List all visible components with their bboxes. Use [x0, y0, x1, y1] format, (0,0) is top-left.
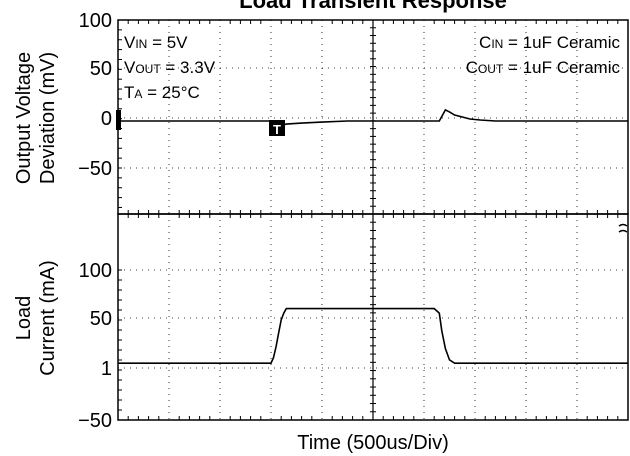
x-axis-label: Time (500us/Div) — [297, 432, 449, 454]
condition-label-0: VIN = 5V — [124, 33, 188, 52]
trigger-marker: T — [269, 120, 285, 137]
ground-marker — [116, 110, 121, 130]
lower-ylabel-line-2: Current (mA) — [37, 260, 59, 376]
capacitor-label-0: CIN = 1uF Ceramic — [479, 33, 620, 52]
lower-ytick-label: 50 — [90, 308, 112, 330]
lower-ylabel-line-1: Load — [13, 296, 35, 341]
lower-ytick-label: 1 — [101, 358, 112, 380]
upper-ytick-label: −50 — [78, 158, 112, 180]
upper-ylabel-line-2: Deviation (mV) — [37, 52, 59, 184]
condition-label-2: TA = 25°C — [124, 83, 200, 102]
lower-panel: 100 50 1 −50 — [78, 213, 629, 432]
condition-label-1: VOUT = 3.3V — [124, 58, 216, 77]
trigger-marker-label: T — [273, 122, 281, 137]
capacitor-label-1: COUT = 1uF Ceramic — [466, 58, 621, 77]
axis-break-icon — [618, 223, 628, 233]
chart-title: Load Transient Response — [239, 0, 507, 13]
upper-panel: 100 50 0 −50 T VIN = 5V VOUT = 3.3V TA = 25°C CI… — [78, 10, 629, 233]
upper-ylabel-line-1: Output Voltage — [13, 52, 35, 184]
trigger-marker-box — [269, 120, 285, 136]
upper-ytick-label: 50 — [90, 58, 112, 80]
upper-ytick-label: 0 — [101, 108, 112, 130]
lower-series-0 — [118, 307, 628, 365]
lower-ytick-label: 100 — [79, 260, 112, 282]
lower-ytick-label: −50 — [78, 410, 112, 432]
upper-ytick-label: 100 — [79, 10, 112, 32]
